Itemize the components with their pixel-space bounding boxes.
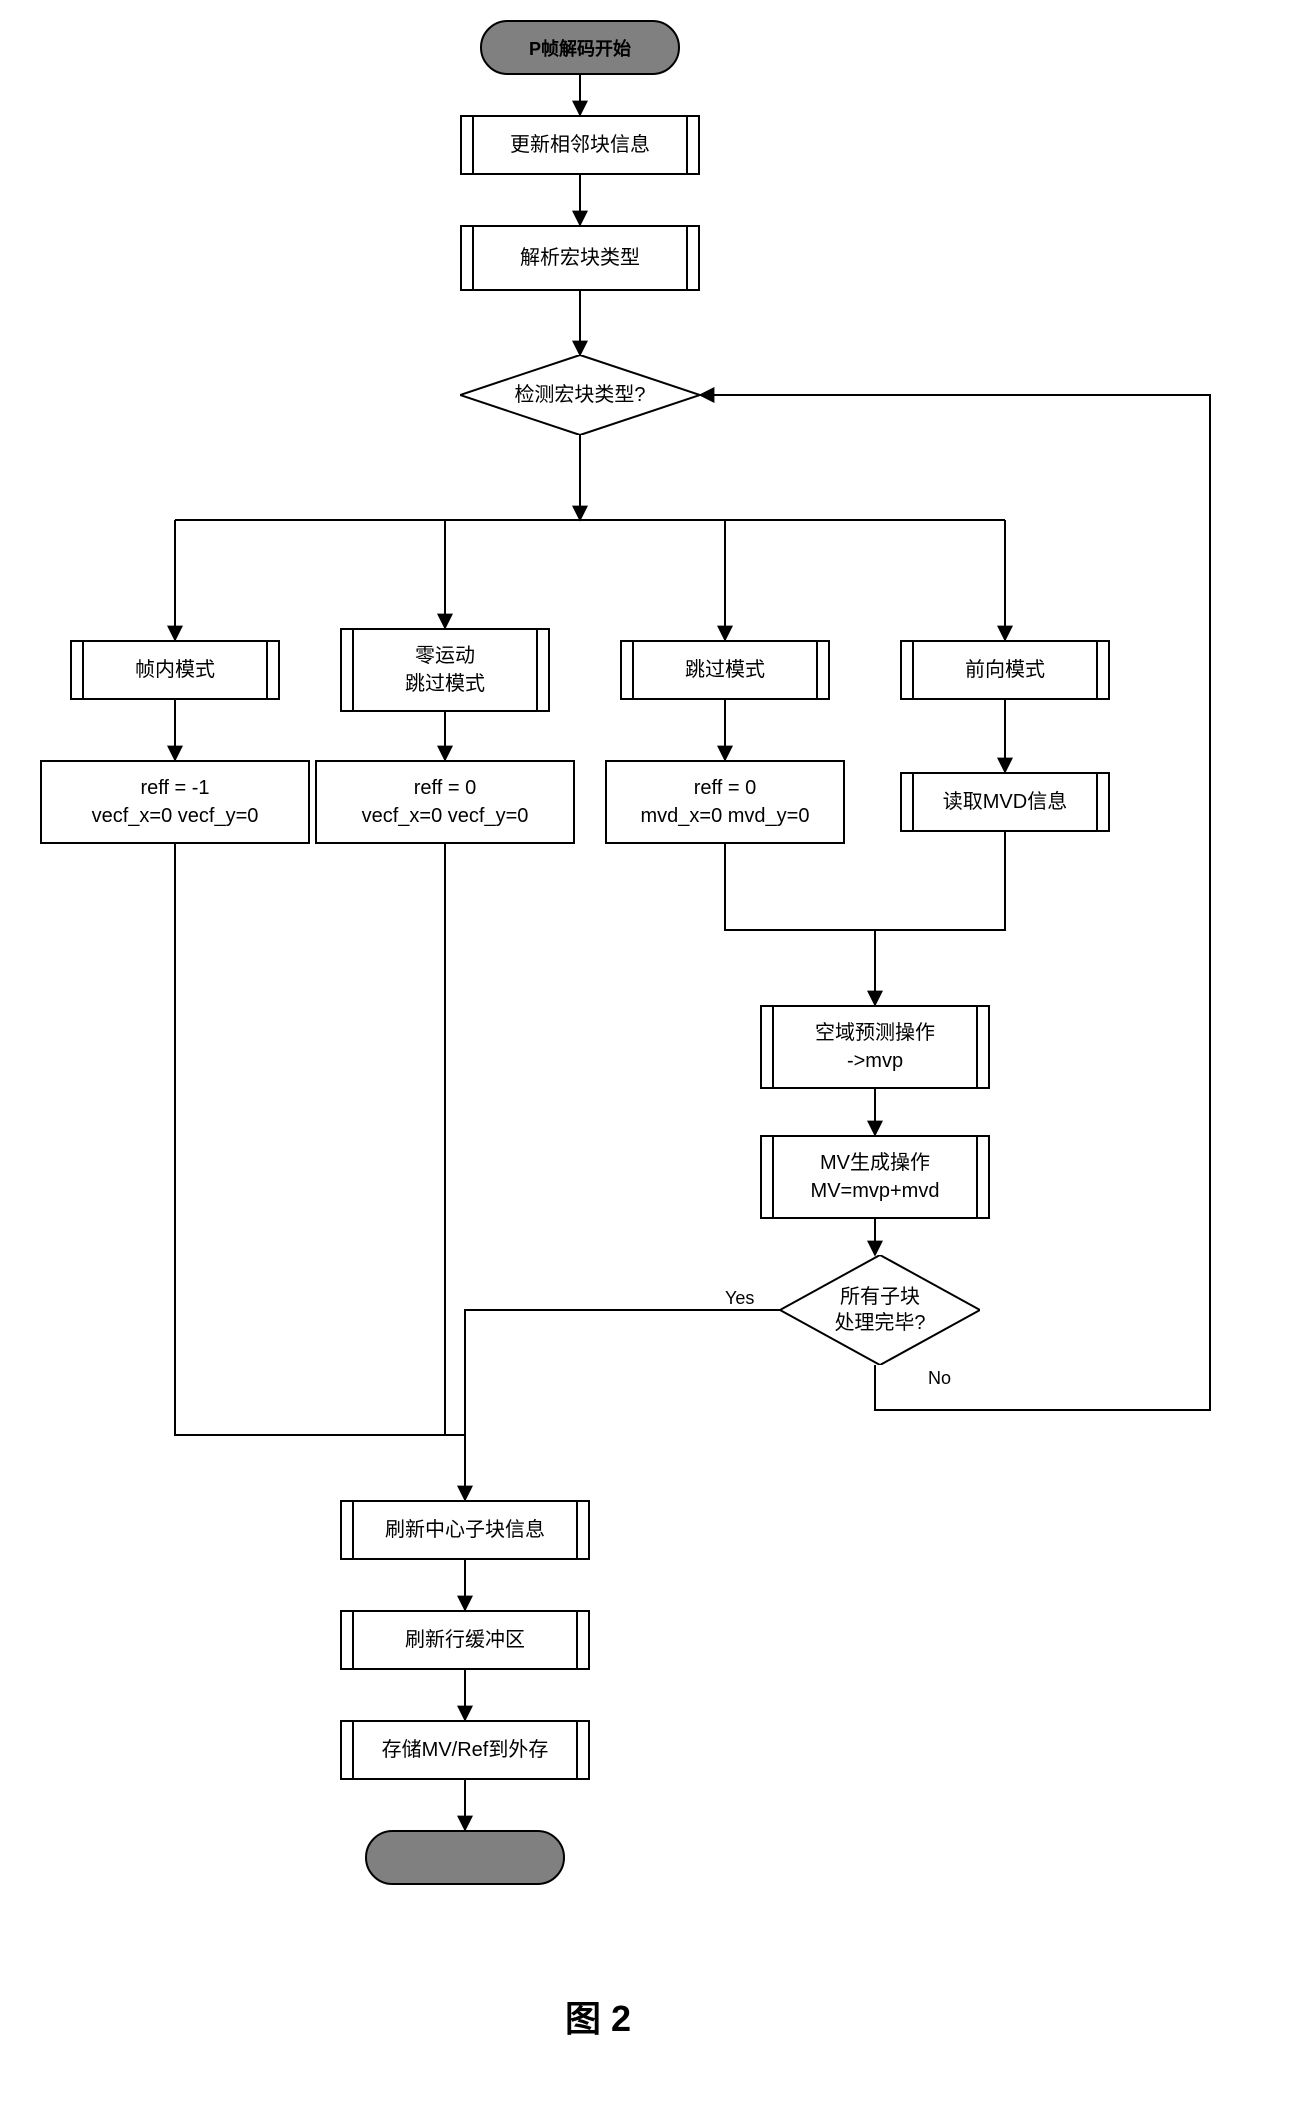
label-yes: Yes xyxy=(725,1288,754,1309)
node-refresh_line: 刷新行缓冲区 xyxy=(340,1610,590,1670)
flowchart-canvas: P帧解码开始更新相邻块信息解析宏块类型检测宏块类型? 帧内模式零运动 跳过模式 跳过… xyxy=(20,20,1276,2094)
node-end xyxy=(365,1830,565,1885)
node-intra_mode: 帧内模式 xyxy=(70,640,280,700)
node-zeroskip: 零运动 跳过模式 xyxy=(340,628,550,712)
node-skip: 跳过模式 xyxy=(620,640,830,700)
node-zero_set: reff = 0 vecf_x=0 vecf_y=0 xyxy=(315,760,575,844)
node-read_mvd: 读取MVD信息 xyxy=(900,772,1110,832)
node-store: 存储MV/Ref到外存 xyxy=(340,1720,590,1780)
node-allsub: 所有子块 处理完毕? xyxy=(780,1255,980,1365)
node-start: P帧解码开始 xyxy=(480,20,680,75)
node-skip_set: reff = 0 mvd_x=0 mvd_y=0 xyxy=(605,760,845,844)
node-forward: 前向模式 xyxy=(900,640,1110,700)
figure-caption: 图 2 xyxy=(565,1990,631,2042)
node-parse_mb: 解析宏块类型 xyxy=(460,225,700,291)
flow-edges xyxy=(20,20,1276,2094)
node-refresh_c: 刷新中心子块信息 xyxy=(340,1500,590,1560)
node-spatial: 空域预测操作 ->mvp xyxy=(760,1005,990,1089)
node-update_nb: 更新相邻块信息 xyxy=(460,115,700,175)
node-mvgen: MV生成操作 MV=mvp+mvd xyxy=(760,1135,990,1219)
node-intra_set: reff = -1 vecf_x=0 vecf_y=0 xyxy=(40,760,310,844)
label-no: No xyxy=(928,1368,951,1389)
node-detect: 检测宏块类型? xyxy=(460,355,700,435)
